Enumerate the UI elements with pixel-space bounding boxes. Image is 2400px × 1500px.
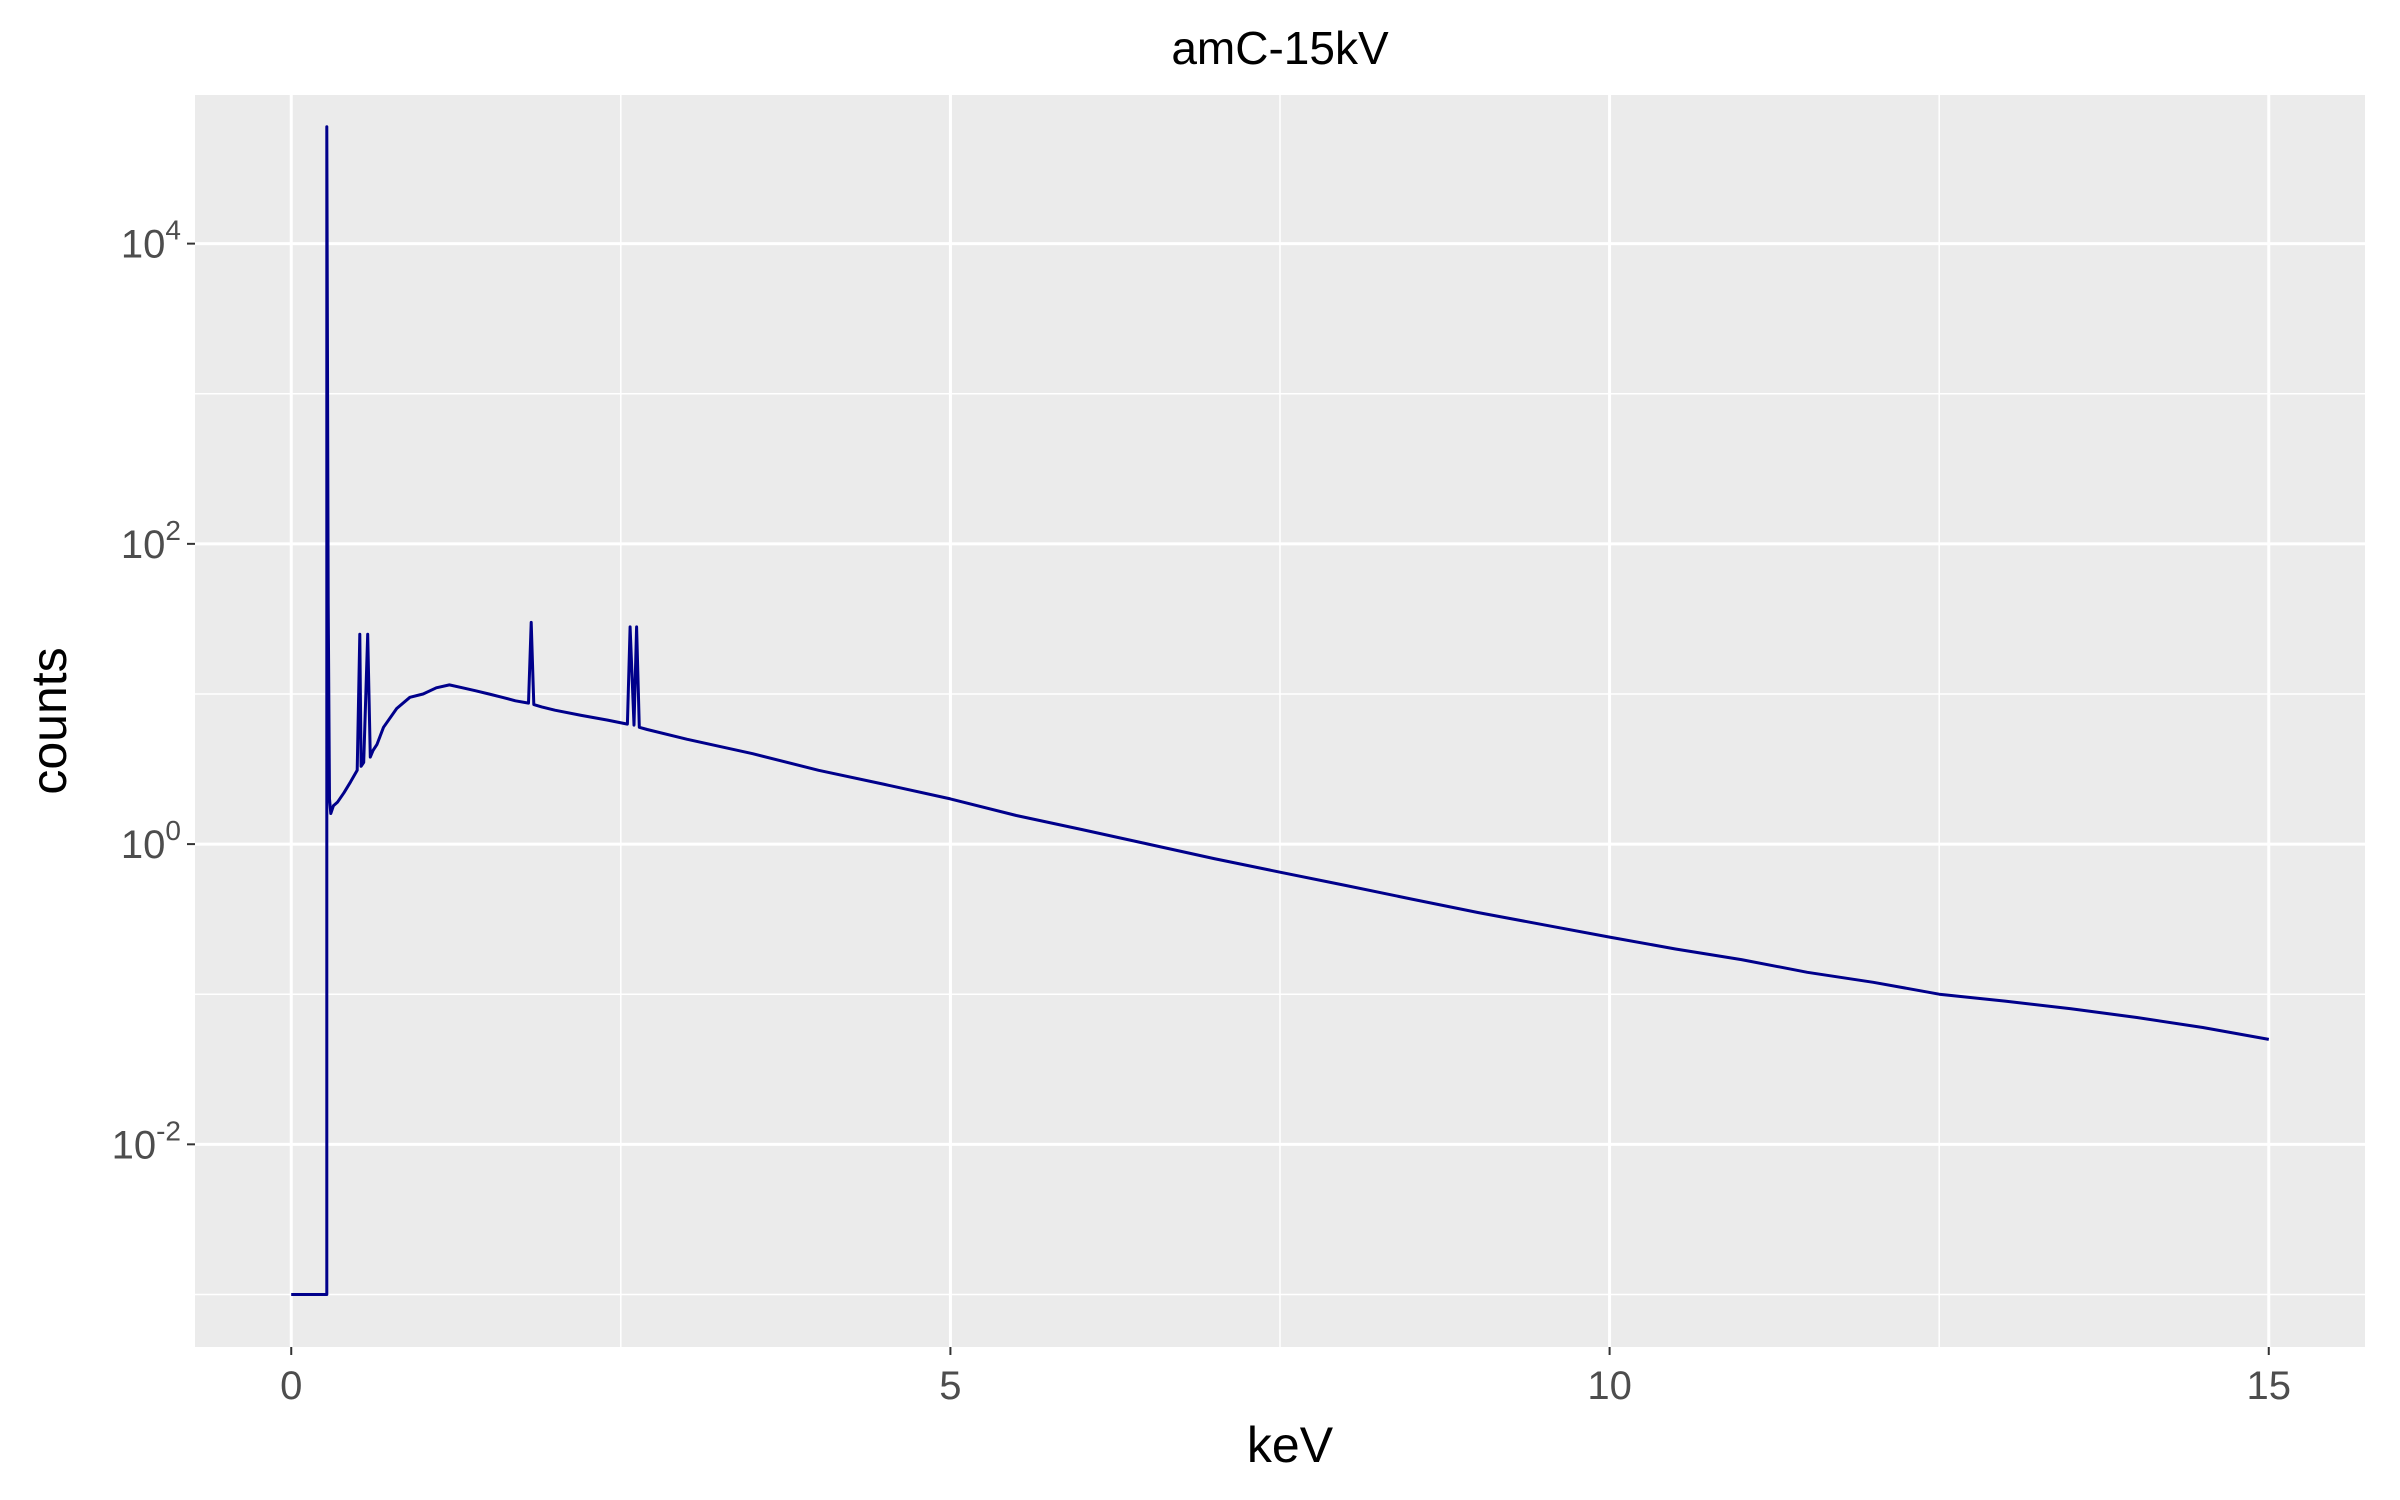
x-tick-label: 10 bbox=[1587, 1364, 1632, 1408]
y-axis: 104 102 100 10-2 bbox=[112, 215, 195, 1167]
x-tick-label: 15 bbox=[2247, 1364, 2292, 1408]
y-tick-label: 10-2 bbox=[112, 1115, 181, 1167]
chart-title: amC-15kV bbox=[1171, 22, 1389, 74]
grid-major bbox=[195, 95, 2365, 1347]
x-axis-title: keV bbox=[1247, 1417, 1334, 1473]
x-axis: 0 5 10 15 bbox=[280, 1347, 2291, 1408]
y-tick-label: 102 bbox=[121, 515, 181, 567]
grid-minor bbox=[195, 95, 2365, 1347]
x-tick-label: 0 bbox=[280, 1364, 302, 1408]
y-tick-label: 104 bbox=[121, 215, 181, 267]
series-layer bbox=[291, 125, 2270, 1296]
series-line bbox=[291, 125, 2270, 1296]
y-tick-label: 100 bbox=[121, 815, 181, 867]
y-axis-title: counts bbox=[21, 647, 77, 794]
x-tick-label: 5 bbox=[939, 1364, 961, 1408]
